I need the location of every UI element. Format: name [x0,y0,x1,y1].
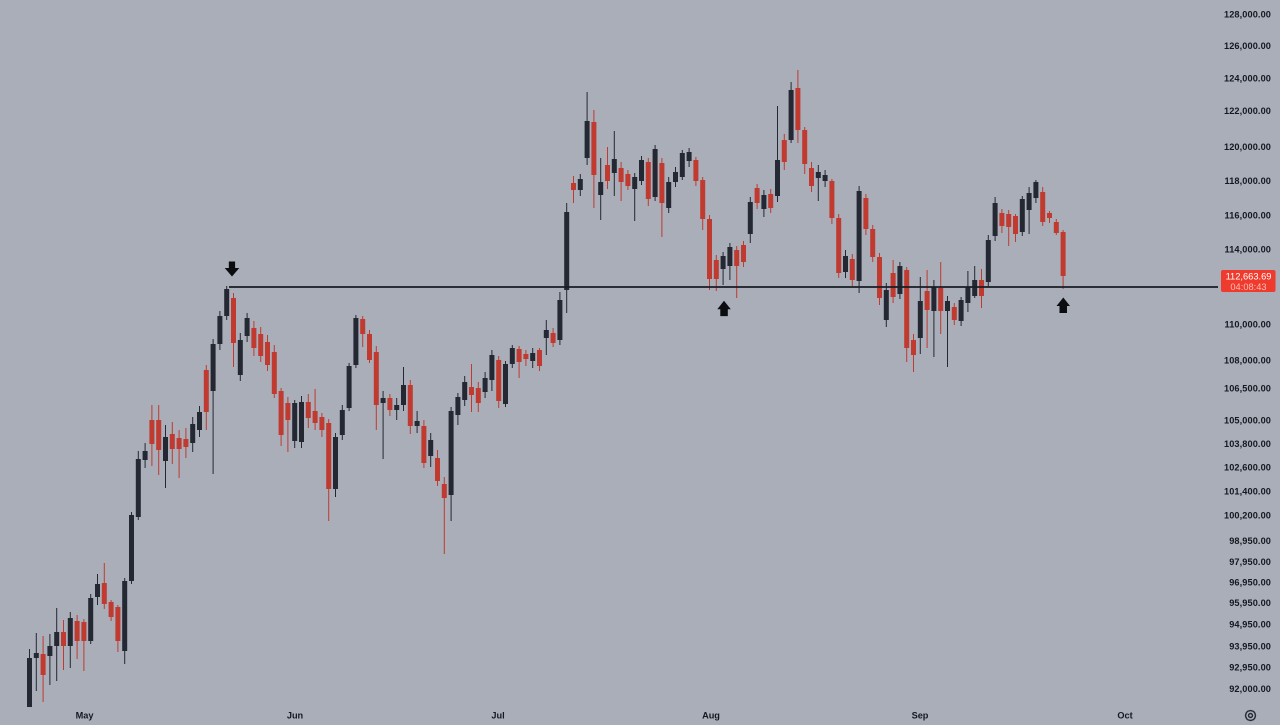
svg-text:04:08:43: 04:08:43 [1230,282,1266,292]
svg-text:114,000.00: 114,000.00 [1225,244,1271,254]
svg-text:92,000.00: 92,000.00 [1229,684,1271,694]
svg-text:112,663.69: 112,663.69 [1226,272,1272,282]
svg-text:110,000.00: 110,000.00 [1225,319,1271,329]
svg-text:96,950.00: 96,950.00 [1229,578,1271,588]
svg-text:97,950.00: 97,950.00 [1229,557,1271,567]
svg-text:94,950.00: 94,950.00 [1229,619,1271,629]
svg-text:101,400.00: 101,400.00 [1224,486,1271,496]
svg-text:Aug: Aug [702,711,720,721]
svg-text:Jul: Jul [491,711,504,721]
svg-text:105,000.00: 105,000.00 [1224,415,1271,425]
svg-text:102,600.00: 102,600.00 [1224,462,1271,472]
svg-text:106,500.00: 106,500.00 [1224,383,1271,393]
svg-text:98,950.00: 98,950.00 [1229,536,1271,546]
svg-text:118,000.00: 118,000.00 [1225,176,1271,186]
svg-text:126,000.00: 126,000.00 [1224,41,1271,51]
svg-text:Sep: Sep [912,711,929,721]
svg-text:128,000.00: 128,000.00 [1224,10,1271,20]
svg-text:93,950.00: 93,950.00 [1229,641,1271,651]
svg-text:92,950.00: 92,950.00 [1229,662,1271,672]
svg-text:100,200.00: 100,200.00 [1224,510,1271,520]
svg-text:108,000.00: 108,000.00 [1224,355,1271,365]
svg-text:95,950.00: 95,950.00 [1229,598,1271,608]
svg-text:124,000.00: 124,000.00 [1224,74,1271,84]
svg-text:Jun: Jun [287,711,304,721]
svg-text:122,000.00: 122,000.00 [1224,106,1271,116]
svg-text:116,000.00: 116,000.00 [1225,210,1271,220]
svg-text:103,800.00: 103,800.00 [1224,439,1271,449]
svg-text:May: May [76,711,95,721]
svg-text:Oct: Oct [1117,711,1132,721]
svg-text:120,000.00: 120,000.00 [1224,142,1271,152]
